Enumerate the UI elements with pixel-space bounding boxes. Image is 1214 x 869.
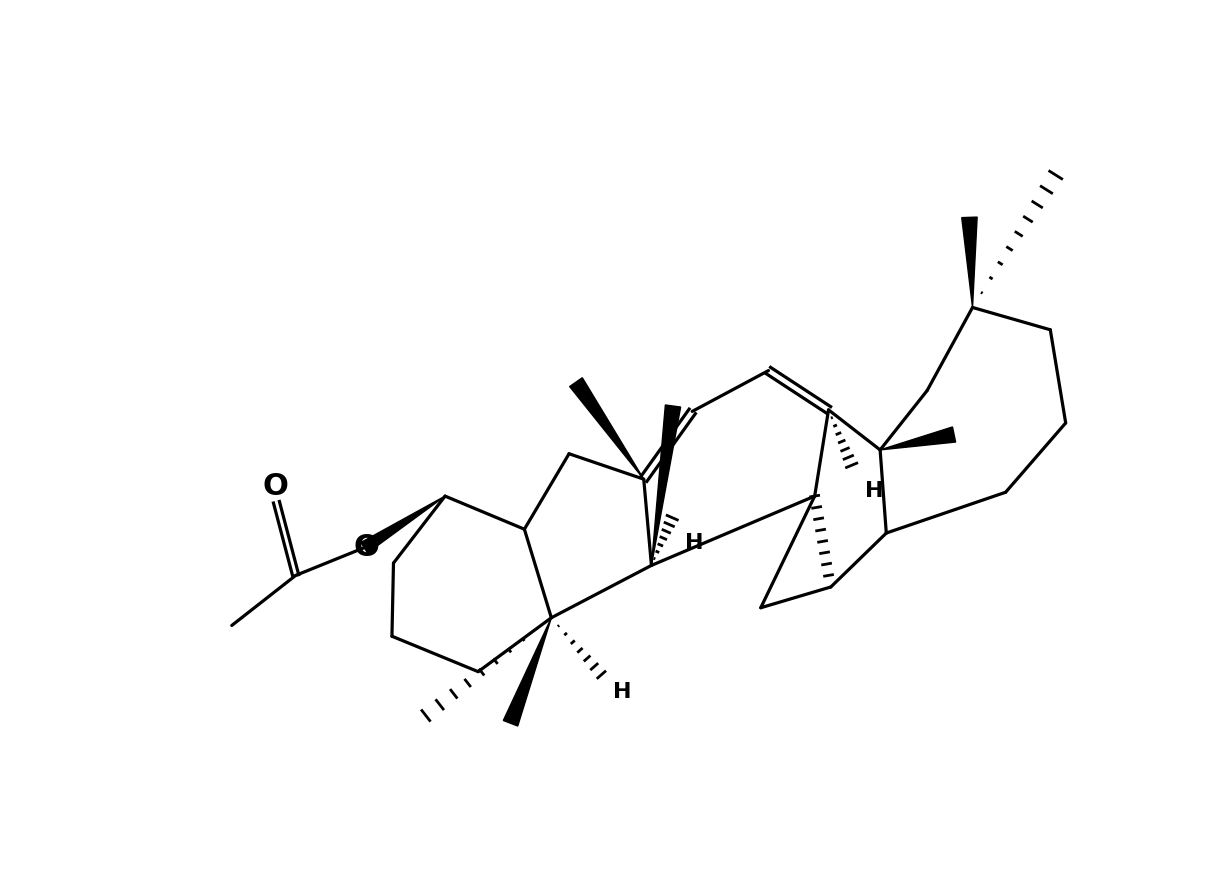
Polygon shape: [961, 218, 977, 308]
Polygon shape: [504, 618, 551, 726]
Text: O: O: [353, 532, 380, 561]
Text: H: H: [866, 481, 884, 501]
Polygon shape: [361, 496, 446, 554]
Polygon shape: [569, 378, 643, 480]
Polygon shape: [880, 428, 955, 450]
Text: H: H: [685, 533, 703, 553]
Polygon shape: [652, 406, 681, 566]
Text: H: H: [613, 681, 631, 701]
Text: O: O: [262, 471, 289, 501]
